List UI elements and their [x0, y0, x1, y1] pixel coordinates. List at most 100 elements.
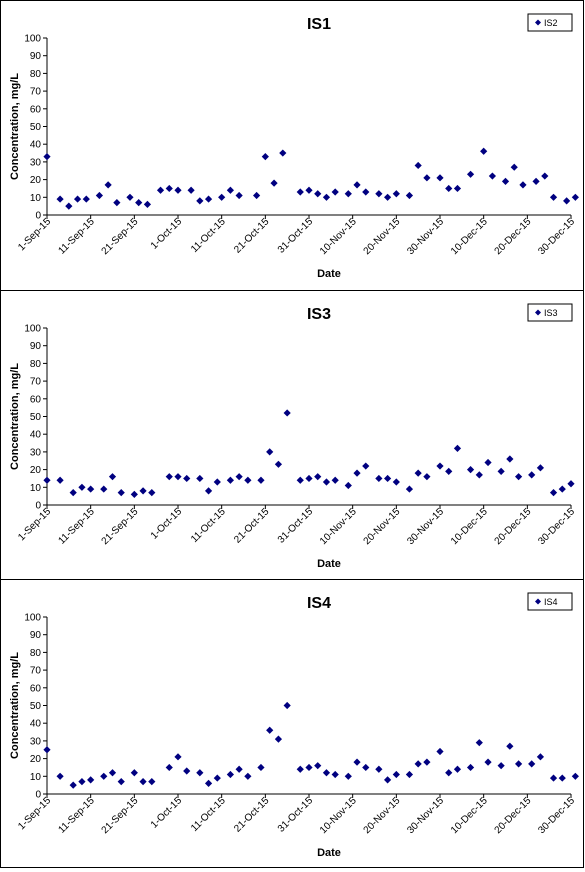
data-point	[466, 170, 475, 178]
data-point	[375, 474, 383, 483]
data-point	[87, 776, 95, 784]
data-point	[571, 772, 579, 780]
y-tick-label: 50	[30, 122, 42, 133]
data-point	[506, 742, 514, 750]
data-point	[488, 172, 496, 180]
legend-marker	[535, 598, 541, 605]
x-tick-label: 31-Oct-15	[276, 216, 316, 256]
data-point	[322, 769, 331, 777]
data-point	[506, 455, 514, 463]
data-point	[279, 149, 287, 157]
data-point	[515, 760, 523, 768]
y-tick-label: 20	[30, 175, 42, 186]
data-point	[257, 763, 265, 772]
data-point	[528, 760, 536, 768]
data-point	[226, 186, 234, 194]
y-tick-label: 60	[30, 394, 42, 405]
data-point	[283, 409, 291, 417]
x-tick-label: 30-Dec-15	[536, 506, 577, 547]
data-point	[235, 765, 243, 773]
data-point	[196, 769, 204, 777]
data-point	[466, 466, 475, 474]
data-point	[475, 739, 483, 747]
data-point	[384, 474, 392, 483]
y-tick-label: 100	[24, 324, 41, 335]
data-point	[148, 489, 156, 497]
data-point	[78, 778, 86, 786]
data-point	[392, 770, 400, 779]
y-tick-label: 30	[30, 736, 42, 747]
data-point	[528, 471, 536, 479]
data-point	[331, 188, 339, 196]
x-tick-label: 11-Oct-15	[189, 216, 228, 255]
data-point	[235, 473, 243, 481]
data-point	[331, 476, 339, 484]
data-point	[445, 467, 453, 475]
data-point	[139, 487, 147, 495]
y-tick-label: 80	[30, 648, 42, 659]
x-tick-label: 11-Sep-15	[57, 795, 98, 836]
data-point	[274, 460, 283, 468]
legend-label: IS3	[544, 308, 558, 318]
data-point	[113, 199, 121, 207]
data-point	[183, 474, 191, 483]
x-tick-label: 30-Nov-15	[405, 795, 446, 836]
data-point	[466, 763, 475, 772]
y-tick-label: 30	[30, 157, 42, 168]
data-point	[558, 774, 566, 782]
chart-is3: IS3 0 10 20 30 40 50 60 70 80 90 100 1-Sep-15 11-Sep-…	[9, 303, 577, 570]
data-point	[384, 193, 392, 201]
y-tick-label: 60	[30, 683, 42, 694]
x-tick-label: 1-Oct-15	[149, 795, 185, 831]
data-point	[305, 186, 313, 194]
chart-panel-is4: IS4 0 10 20 30 40 50 60 70 80 90 100 1-Sep-15 11-Sep-…	[0, 579, 584, 868]
x-tick-label: 30-Dec-15	[536, 216, 577, 257]
legend-box	[527, 303, 573, 322]
data-point	[414, 161, 422, 170]
data-point	[423, 473, 431, 481]
y-tick-label: 0	[35, 790, 41, 801]
data-point	[139, 778, 147, 786]
data-point	[196, 197, 204, 205]
data-point	[126, 193, 134, 201]
data-point	[331, 770, 339, 779]
data-point	[344, 772, 352, 780]
data-point	[445, 769, 453, 777]
x-tick-label: 10-Dec-15	[449, 216, 490, 257]
data-point	[536, 464, 545, 472]
data-point	[497, 762, 505, 770]
x-tick-label: 1-Sep-15	[16, 506, 53, 543]
y-tick-label: 90	[30, 51, 42, 62]
data-point	[204, 195, 213, 203]
data-point	[143, 200, 152, 208]
data-point	[541, 172, 549, 180]
data-point	[100, 772, 108, 780]
data-point	[218, 193, 226, 201]
y-tick-label: 0	[35, 211, 41, 222]
data-point	[344, 481, 352, 490]
data-point	[257, 476, 265, 484]
data-point	[353, 758, 361, 766]
data-point	[375, 765, 383, 773]
chart-panel-is3: IS3 0 10 20 30 40 50 60 70 80 90 100 1-Sep-15 11-Sep-…	[0, 290, 584, 580]
y-tick-label: 80	[30, 359, 42, 370]
data-point	[392, 190, 400, 198]
x-tick-label: 31-Oct-15	[276, 795, 316, 835]
data-point	[95, 191, 103, 200]
legend-marker	[535, 19, 541, 26]
data-point	[266, 726, 274, 734]
data-point	[344, 190, 352, 198]
data-point	[226, 770, 234, 779]
x-tick-label: 11-Sep-15	[57, 506, 98, 547]
data-point	[484, 758, 492, 766]
legend-label: IS4	[544, 597, 558, 607]
data-point	[244, 476, 252, 484]
data-point	[314, 762, 322, 770]
data-point	[519, 181, 527, 189]
data-point	[117, 489, 125, 497]
data-point	[423, 174, 431, 182]
data-point	[314, 473, 322, 481]
data-point	[453, 765, 462, 773]
data-point	[436, 747, 444, 756]
legend-label: IS2	[544, 18, 558, 28]
